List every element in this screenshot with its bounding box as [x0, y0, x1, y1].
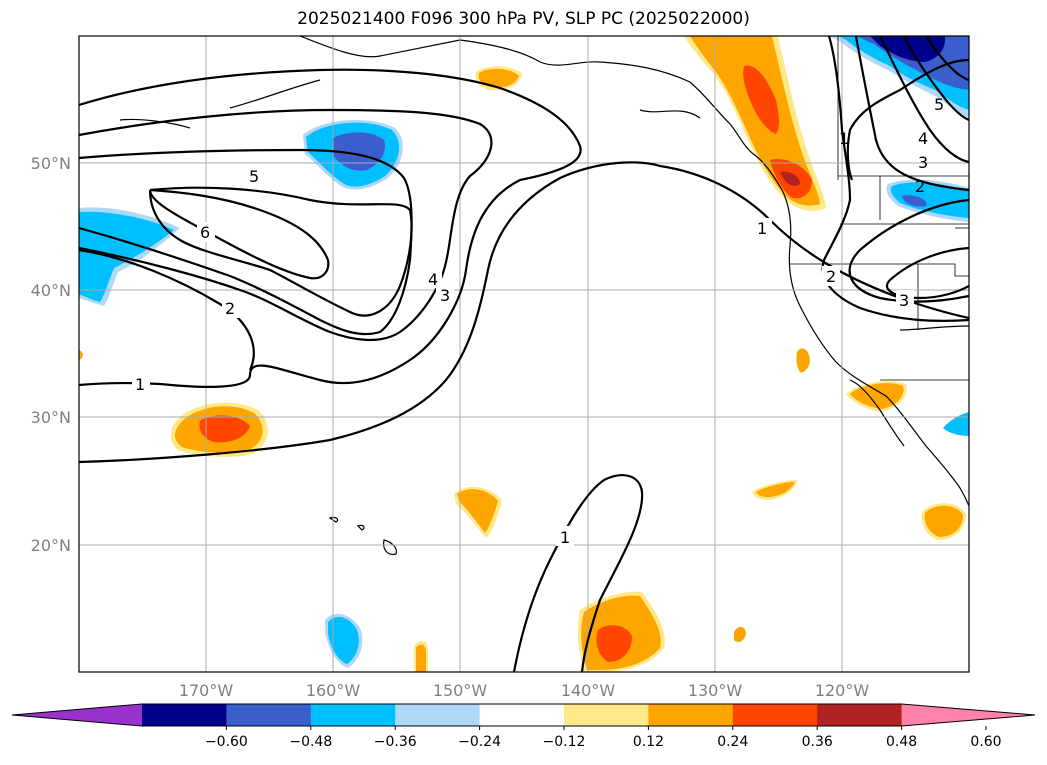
lon-label: 150°W	[433, 681, 488, 700]
colorbar-tick-label: −0.48	[289, 734, 332, 750]
coastlines	[119, 36, 969, 555]
lon-label: 140°W	[561, 681, 616, 700]
contour-label: 3	[899, 291, 909, 310]
colorbar-segment	[142, 704, 227, 726]
colorbar: −0.60 −0.48 −0.36 −0.24 −0.12 0.12 0.24 0.36 0.4…	[11, 703, 1036, 750]
latitude-labels: 50°N 40°N 30°N 20°N	[31, 154, 71, 555]
colorbar-tick-label: 0.48	[886, 734, 917, 750]
colorbar-segment	[564, 704, 649, 726]
colorbar-tick-label: 0.24	[717, 734, 748, 750]
colorbar-tick-label: 0.12	[633, 734, 664, 750]
pv-negative-shading	[79, 36, 969, 668]
contour-label: 1	[560, 528, 570, 547]
pv-positive-shading	[79, 36, 966, 672]
lon-label: 160°W	[306, 681, 361, 700]
colorbar-segment	[226, 704, 312, 726]
contour-label: 1	[757, 219, 767, 238]
contour-labels: 5 6 2 1 4 3 1 2 3 1 2 3 4 5 1	[132, 95, 944, 547]
colorbar-tick-label: 0.60	[970, 734, 1001, 750]
contour-label: 5	[249, 167, 259, 186]
lon-label: 130°W	[688, 681, 743, 700]
lon-label: 170°W	[179, 681, 234, 700]
colorbar-extend-high	[901, 704, 1035, 726]
colorbar-segment	[310, 704, 396, 726]
colorbar-outline	[11, 703, 1036, 727]
map-frame	[78, 35, 970, 673]
plot-title: 2025021400 F096 300 hPa PV, SLP PC (2025…	[297, 9, 750, 29]
colorbar-segment	[732, 704, 818, 726]
gridlines	[79, 36, 969, 672]
contour-label: 3	[918, 153, 928, 172]
boundaries	[790, 36, 969, 381]
contour-label: 2	[225, 299, 235, 318]
contour-label: 2	[915, 177, 925, 196]
contour-label: 1	[839, 129, 849, 148]
longitude-labels: 170°W 160°W 150°W 140°W 130°W 120°W	[179, 681, 870, 700]
lat-label: 40°N	[31, 281, 71, 300]
contour-label: 4	[918, 129, 928, 148]
colorbar-segment	[817, 704, 903, 726]
contour-label: 5	[934, 95, 944, 114]
lat-label: 30°N	[31, 408, 71, 427]
colorbar-extend-low	[12, 704, 142, 726]
contour-label: 2	[826, 267, 836, 286]
slp-contours	[79, 36, 969, 672]
contour-label: 3	[440, 286, 450, 305]
colorbar-segment	[479, 704, 565, 726]
colorbar-tick-label: 0.36	[802, 734, 833, 750]
colorbar-segment	[648, 704, 734, 726]
map-panel: 5 6 2 1 4 3 1 2 3 1 2 3 4 5 1	[79, 36, 969, 672]
lon-label: 120°W	[815, 681, 870, 700]
colorbar-tick-label: −0.24	[458, 734, 501, 750]
contour-label: 4	[428, 270, 438, 289]
lat-label: 20°N	[31, 536, 71, 555]
contour-label: 1	[135, 375, 145, 394]
lat-label: 50°N	[31, 154, 71, 173]
colorbar-tick-label: −0.12	[543, 734, 586, 750]
colorbar-tick-label: −0.36	[374, 734, 417, 750]
colorbar-tick-label: −0.60	[205, 734, 248, 750]
colorbar-segment	[395, 704, 481, 726]
contour-label: 6	[200, 223, 210, 242]
